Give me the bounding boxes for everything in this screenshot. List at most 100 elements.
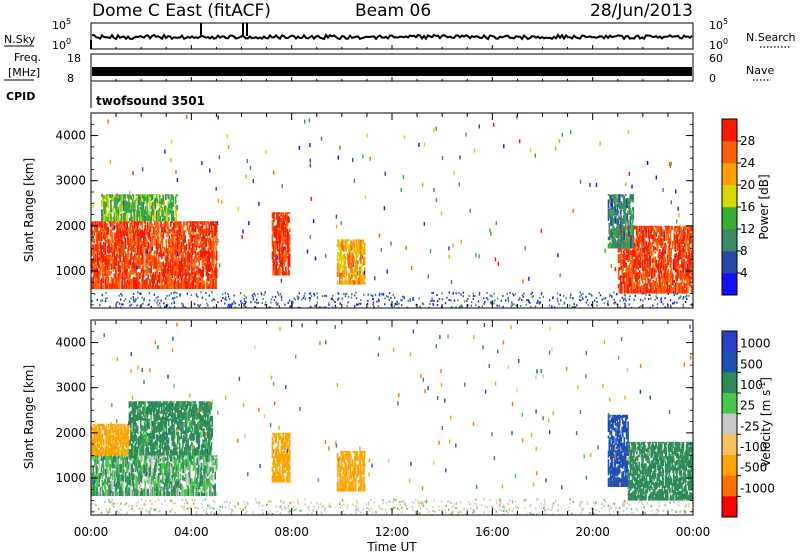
echo-cell [131, 464, 134, 470]
echo-cell [106, 259, 108, 266]
sparse-cell [132, 171, 134, 176]
echo-cell [271, 220, 274, 231]
echo-cell [176, 417, 178, 425]
scatter-cell [229, 298, 231, 301]
scatter-cell [526, 299, 528, 302]
echo-cell [186, 221, 189, 232]
echo-cell [607, 465, 610, 476]
echo-cell [150, 241, 152, 253]
echo-cell [188, 272, 191, 281]
echo-cell [179, 483, 182, 490]
scatter-cell [277, 291, 279, 294]
echo-cell [215, 268, 218, 279]
echo-cell [282, 437, 284, 450]
sparse-cell [676, 219, 678, 224]
echo-cell [122, 194, 125, 202]
echo-cell [209, 221, 212, 225]
echo-cell [144, 216, 147, 222]
scatter-cell [634, 294, 636, 297]
echo-cell [286, 472, 289, 483]
scatter-cell [660, 298, 662, 301]
sparse-cell [309, 143, 311, 148]
echo-cell [652, 264, 654, 268]
echo-cell [104, 194, 107, 201]
echo-cell [109, 466, 112, 480]
scatter-cell [132, 292, 135, 295]
echo-cell [111, 221, 113, 231]
echo-cell [180, 257, 183, 269]
sparse-cell [686, 263, 689, 268]
echo-cell [146, 194, 149, 202]
scatter-cell [121, 303, 123, 306]
echo-cell [101, 252, 104, 264]
scatter-cell [395, 303, 398, 306]
echo-cell [170, 463, 172, 471]
scatter-cell [154, 299, 156, 302]
echo-cell [144, 221, 146, 224]
scatter-cell [123, 299, 125, 302]
scatter-cell [662, 303, 664, 306]
scatter-cell [388, 292, 391, 294]
scatter-cell [372, 303, 374, 306]
echo-cell [336, 281, 339, 285]
scatter-cell [211, 299, 213, 302]
scatter-cell [471, 301, 473, 304]
echo-cell [179, 401, 182, 409]
scatter-cell [254, 306, 256, 308]
echo-cell [118, 428, 121, 432]
echo-cell [115, 232, 117, 237]
echo-cell [199, 461, 201, 472]
echo-cell [176, 444, 178, 448]
echo-cell [149, 198, 151, 211]
power-colorbar-title: Power [dB] [757, 174, 771, 239]
echo-cell [651, 486, 653, 490]
echo-cell [288, 228, 291, 233]
echo-cell [168, 202, 171, 209]
scatter-cell [174, 296, 176, 299]
echo-cell [628, 225, 630, 237]
scatter-cell [298, 292, 300, 295]
scatter-cell [357, 303, 359, 306]
scatter-cell [99, 299, 102, 302]
echo-cell [167, 401, 169, 403]
scatter-cell [313, 292, 315, 295]
scatter-cell [587, 304, 590, 307]
scatter-cell [257, 293, 259, 296]
echo-cell [158, 221, 161, 223]
echo-cell [658, 446, 661, 456]
scatter-cell [538, 302, 541, 305]
sparse-cell [435, 198, 438, 203]
scatter-cell [431, 292, 433, 294]
echo-cell [212, 258, 215, 268]
echo-cell [99, 264, 101, 277]
power-colorbar-swatch [722, 229, 737, 252]
scatter-cell [201, 296, 203, 299]
scatter-cell [182, 303, 184, 306]
echo-cell [647, 480, 649, 490]
echo-cell [342, 264, 344, 270]
echo-cell [152, 255, 154, 265]
scatter-cell [105, 291, 107, 294]
echo-cell [185, 272, 188, 277]
echo-cell [346, 487, 349, 492]
echo-cell [211, 415, 213, 427]
echo-cell [130, 489, 133, 497]
echo-cell [197, 251, 200, 263]
echo-cell [183, 477, 186, 481]
echo-cell [288, 212, 291, 214]
echo-cell [630, 259, 633, 264]
echo-cell [657, 274, 660, 279]
echo-cell [173, 401, 176, 403]
sparse-cell [217, 238, 219, 243]
echo-cell [144, 247, 146, 255]
echo-cell [639, 470, 642, 475]
echo-cell [173, 448, 175, 456]
echo-cell [180, 428, 183, 439]
echo-cell [121, 446, 123, 456]
scatter-cell [628, 303, 630, 306]
echo-cell [680, 227, 682, 238]
sparse-cell [168, 257, 170, 262]
nsearch-tick-bottom: 100 [709, 37, 728, 52]
echo-cell [288, 234, 291, 244]
echo-cell [691, 234, 693, 238]
